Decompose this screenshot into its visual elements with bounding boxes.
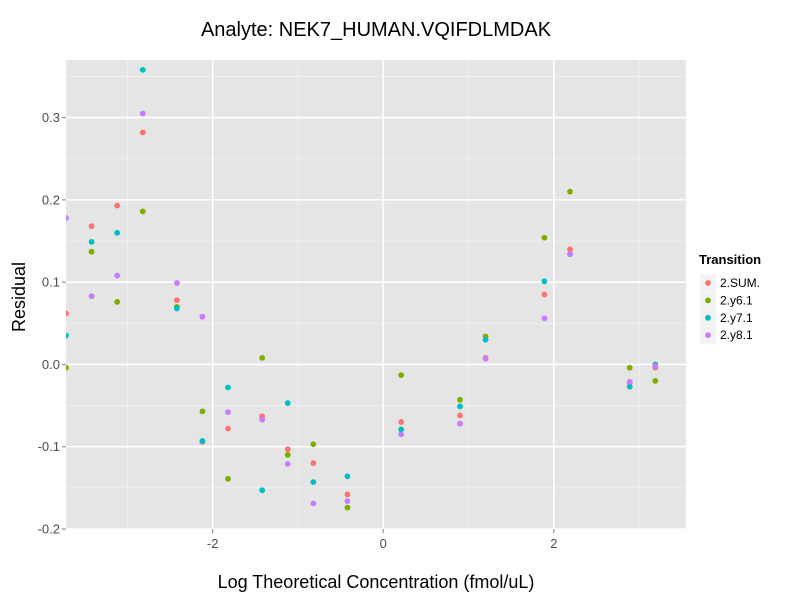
data-point (66, 310, 69, 317)
data-point (139, 208, 146, 215)
y-tick-label: 0.1 (42, 275, 60, 290)
data-point (457, 412, 463, 419)
data-point (259, 487, 266, 494)
data-point (457, 420, 463, 427)
legend-item: 2.y8.1 (700, 326, 753, 344)
data-point (139, 110, 146, 117)
data-point (652, 363, 659, 369)
data-point (398, 372, 405, 379)
data-point (457, 396, 463, 403)
chart-title: Analyte: NEK7_HUMAN.VQIFDLMDAK (201, 19, 552, 41)
legend-swatch (705, 280, 711, 286)
data-point (284, 446, 291, 453)
data-point (541, 291, 548, 298)
legend-item: 2.SUM. (700, 274, 760, 292)
data-point (482, 355, 489, 362)
data-point (88, 248, 95, 255)
legend-label: 2.y6.1 (720, 293, 753, 307)
legend-title: Transition (699, 252, 761, 267)
data-point (88, 238, 95, 245)
x-tick-label: 0 (380, 536, 387, 551)
data-point (541, 315, 548, 322)
y-tick-label: -0.1 (38, 439, 60, 454)
legend-swatch (705, 332, 711, 339)
y-tick-label: 0.2 (42, 192, 60, 207)
data-point (173, 305, 180, 312)
data-point (310, 460, 317, 467)
data-point (66, 364, 69, 371)
data-point (567, 251, 573, 258)
grid-major (66, 60, 686, 530)
legend-swatch (705, 297, 711, 304)
data-point (344, 504, 351, 511)
data-point (88, 293, 95, 300)
data-point (284, 461, 291, 467)
legend: Transition 2.SUM. 2.y6.1 2.y7.1 2.y8.1 (699, 252, 761, 344)
panel-background (66, 60, 686, 529)
y-axis: -0.2 -0.1 0.0 0.1 0.2 0.3 (38, 110, 66, 537)
data-point (139, 129, 146, 136)
plot-panel (66, 60, 686, 530)
y-axis-title: Residual (9, 262, 29, 332)
legend-swatch (705, 314, 711, 321)
data-point (225, 384, 231, 391)
data-point (626, 383, 633, 390)
legend-label: 2.y7.1 (720, 311, 753, 325)
data-point (225, 409, 231, 416)
data-point (482, 336, 489, 343)
data-point (173, 297, 180, 304)
data-point (225, 425, 231, 432)
data-point (398, 431, 405, 438)
y-tick-label: -0.2 (38, 522, 60, 537)
legend-item: 2.y6.1 (700, 291, 753, 309)
data-point (626, 378, 633, 385)
data-point (652, 377, 659, 384)
data-point (567, 246, 573, 253)
x-tick-label: 2 (550, 536, 557, 551)
data-point (457, 403, 463, 410)
x-axis: -2 0 2 (207, 529, 557, 551)
data-point (284, 400, 291, 407)
data-point (310, 441, 317, 448)
data-point (114, 272, 121, 279)
data-points (66, 66, 659, 511)
data-point (344, 498, 351, 504)
data-point (567, 188, 573, 195)
x-axis-title: Log Theoretical Concentration (fmol/uL) (218, 572, 535, 592)
data-point (225, 475, 231, 482)
data-point (284, 452, 291, 458)
data-point (310, 500, 317, 507)
data-point (66, 332, 69, 339)
data-point (398, 426, 405, 433)
data-point (541, 278, 548, 285)
x-tick-label: -2 (207, 536, 219, 551)
data-point (541, 234, 548, 241)
data-point (310, 479, 317, 485)
legend-label: 2.SUM. (720, 276, 760, 290)
data-point (173, 280, 180, 286)
legend-label: 2.y8.1 (720, 328, 753, 342)
data-point (88, 223, 95, 230)
data-point (344, 473, 351, 480)
legend-item: 2.y7.1 (700, 309, 753, 327)
data-point (259, 354, 266, 361)
data-point (199, 438, 206, 444)
data-point (66, 215, 69, 221)
data-point (114, 202, 121, 209)
data-point (259, 416, 266, 423)
y-tick-label: 0.0 (42, 357, 60, 372)
data-point (114, 229, 121, 236)
data-point (114, 299, 121, 305)
data-point (626, 364, 633, 371)
y-tick-label: 0.3 (42, 110, 60, 125)
data-point (199, 408, 206, 415)
data-point (139, 66, 146, 73)
data-point (199, 313, 206, 320)
data-point (344, 491, 351, 498)
data-point (398, 419, 405, 425)
grid-minor (66, 60, 686, 529)
legend-items: 2.SUM. 2.y6.1 2.y7.1 2.y8.1 (700, 274, 760, 344)
